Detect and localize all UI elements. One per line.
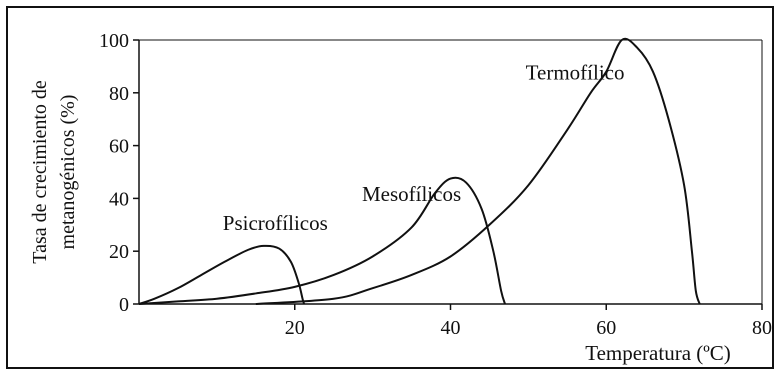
y-tick-label: 0 (119, 294, 129, 316)
y-axis-label-line-2: metanogénicos (%) (57, 95, 79, 250)
series-group (138, 37, 701, 305)
series-annotation: Termofílico (526, 61, 625, 85)
y-tick-label: 40 (109, 188, 129, 210)
chart-frame (6, 6, 774, 369)
x-tick-label: 80 (752, 317, 772, 339)
y-tick-label: 100 (99, 30, 129, 52)
annotations: Psicrofílicos Mesofílicos Termofílico (223, 61, 625, 235)
series-line-mesofilicos (138, 176, 506, 305)
x-tick-label: 20 (285, 317, 305, 339)
y-ticks: 0 20 40 60 80 100 (99, 30, 139, 316)
x-axis-label: Temperatura (ºC) (585, 341, 731, 365)
y-tick-label: 60 (109, 136, 129, 158)
x-ticks: 20 40 60 80 (285, 304, 772, 339)
y-tick-label: 20 (109, 241, 129, 263)
x-tick-label: 60 (596, 317, 616, 339)
y-axis-label: Tasa de crecimiento de metanogénicos (%) (29, 80, 79, 264)
series-line-termofilico (255, 37, 701, 305)
series-annotation: Mesofílicos (362, 182, 461, 206)
x-tick-label: 40 (441, 317, 461, 339)
y-tick-label: 80 (109, 83, 129, 105)
y-axis-label-line-1: Tasa de crecimiento de (29, 80, 51, 264)
series-annotation: Psicrofílicos (223, 211, 328, 235)
series-line-psicrofilicos (138, 244, 306, 305)
